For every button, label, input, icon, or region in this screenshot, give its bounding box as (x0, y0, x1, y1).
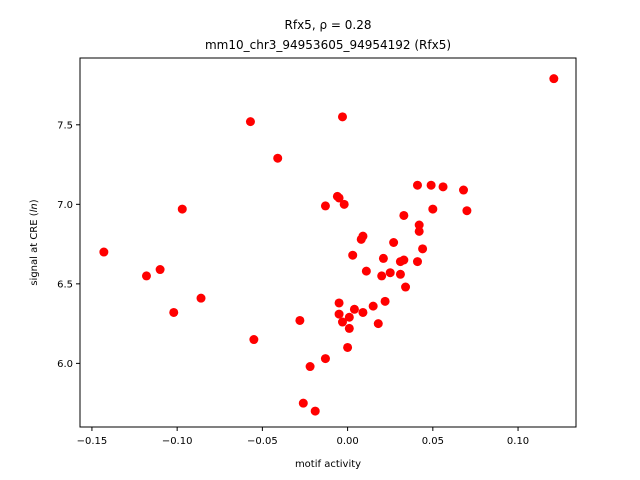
y-axis-label-suffix: ) (29, 199, 40, 203)
data-point-2 (155, 265, 165, 275)
data-point-46 (414, 220, 424, 230)
chart-title-line2: mm10_chr3_94953605_94954192 (Rfx5) (205, 38, 451, 52)
data-point-44 (412, 257, 422, 267)
data-point-11 (305, 362, 315, 372)
data-point-34 (378, 253, 388, 263)
data-point-40 (399, 255, 409, 265)
data-point-36 (385, 268, 395, 278)
data-point-7 (249, 335, 259, 345)
data-point-33 (377, 271, 387, 281)
data-point-53 (549, 74, 559, 84)
data-points (99, 74, 559, 416)
data-point-41 (399, 210, 409, 220)
data-point-32 (373, 319, 383, 329)
data-point-13 (320, 354, 330, 364)
x-axis-ticks: −0.15 −0.10 −0.05 0.00 0.05 0.10 (77, 427, 529, 447)
y-tick-label: 7.0 (57, 200, 73, 211)
y-axis-label-ln: ln (29, 203, 40, 212)
data-point-20 (339, 199, 349, 209)
data-point-52 (462, 206, 472, 216)
data-point-43 (412, 180, 422, 190)
data-point-23 (344, 312, 354, 322)
data-point-16 (334, 193, 344, 203)
data-point-12 (310, 406, 320, 416)
data-point-26 (349, 304, 359, 314)
data-point-38 (395, 269, 405, 279)
data-point-14 (320, 201, 330, 211)
y-axis-ticks: 6.0 6.5 7.0 7.5 (57, 120, 80, 370)
x-tick-label: 0.00 (336, 436, 358, 447)
data-point-42 (401, 282, 411, 292)
chart-title-line1: Rfx5, ρ = 0.28 (285, 18, 372, 32)
data-point-37 (389, 238, 399, 247)
data-point-22 (343, 342, 353, 352)
data-point-10 (298, 398, 308, 408)
y-tick-label: 6.0 (57, 359, 73, 370)
data-point-3 (169, 307, 179, 317)
y-axis-label: signal at CRE (ln) (29, 199, 40, 285)
x-tick-label: −0.15 (77, 436, 108, 447)
data-point-8 (273, 153, 283, 163)
y-axis-label-prefix: signal at CRE ( (29, 212, 40, 285)
data-point-24 (344, 323, 354, 333)
data-point-19 (337, 112, 347, 122)
data-point-21 (337, 317, 347, 327)
x-tick-label: −0.05 (247, 436, 278, 447)
x-tick-label: 0.05 (422, 436, 444, 447)
x-axis-label: motif activity (295, 459, 361, 470)
data-point-6 (245, 117, 255, 127)
data-point-49 (428, 204, 438, 214)
data-point-29 (358, 307, 368, 317)
plot-area-frame (79, 57, 577, 428)
data-point-35 (380, 296, 390, 306)
data-point-17 (334, 298, 344, 308)
data-point-1 (141, 271, 151, 281)
data-point-0 (99, 247, 109, 257)
x-tick-label: 0.10 (507, 436, 529, 447)
y-tick-label: 7.5 (57, 120, 73, 131)
data-point-51 (459, 185, 469, 195)
data-point-47 (418, 244, 428, 254)
x-tick-label: −0.10 (162, 436, 193, 447)
data-point-30 (361, 266, 371, 276)
data-point-25 (348, 250, 358, 260)
data-point-18 (334, 309, 344, 319)
data-point-5 (196, 293, 206, 303)
data-point-31 (368, 301, 378, 311)
y-tick-label: 6.5 (57, 279, 73, 290)
data-point-4 (177, 204, 187, 214)
data-point-48 (426, 180, 436, 190)
data-point-45 (414, 226, 424, 236)
data-point-50 (438, 182, 448, 192)
data-point-28 (358, 231, 368, 241)
data-point-9 (295, 315, 305, 325)
